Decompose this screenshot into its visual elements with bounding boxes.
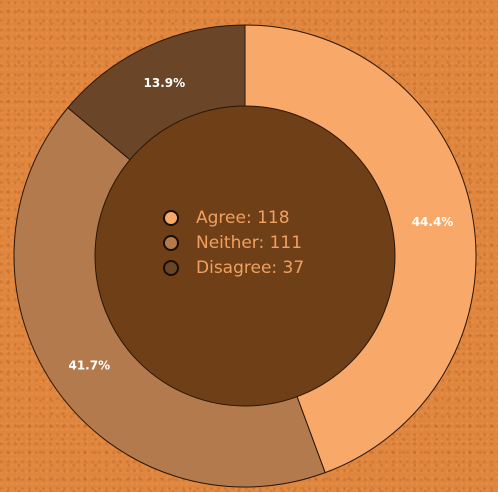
legend: Agree: 118 Neither: 111 Disagree: 37: [163, 208, 304, 278]
legend-label-disagree: Disagree: 37: [196, 258, 304, 278]
legend-marker-neither: [163, 235, 179, 251]
legend-marker-disagree: [163, 260, 179, 276]
percent-label-neither: 41.7%: [68, 358, 110, 372]
percent-label-agree: 44.4%: [412, 215, 454, 229]
donut-center: [94, 105, 396, 407]
legend-marker-agree: [163, 210, 179, 226]
legend-label-neither: Neither: 111: [196, 233, 302, 253]
legend-label-agree: Agree: 118: [196, 208, 290, 228]
percent-labels-group: 44.4% 41.7% 13.9%: [68, 76, 453, 372]
percent-label-disagree: 13.9%: [144, 76, 186, 90]
